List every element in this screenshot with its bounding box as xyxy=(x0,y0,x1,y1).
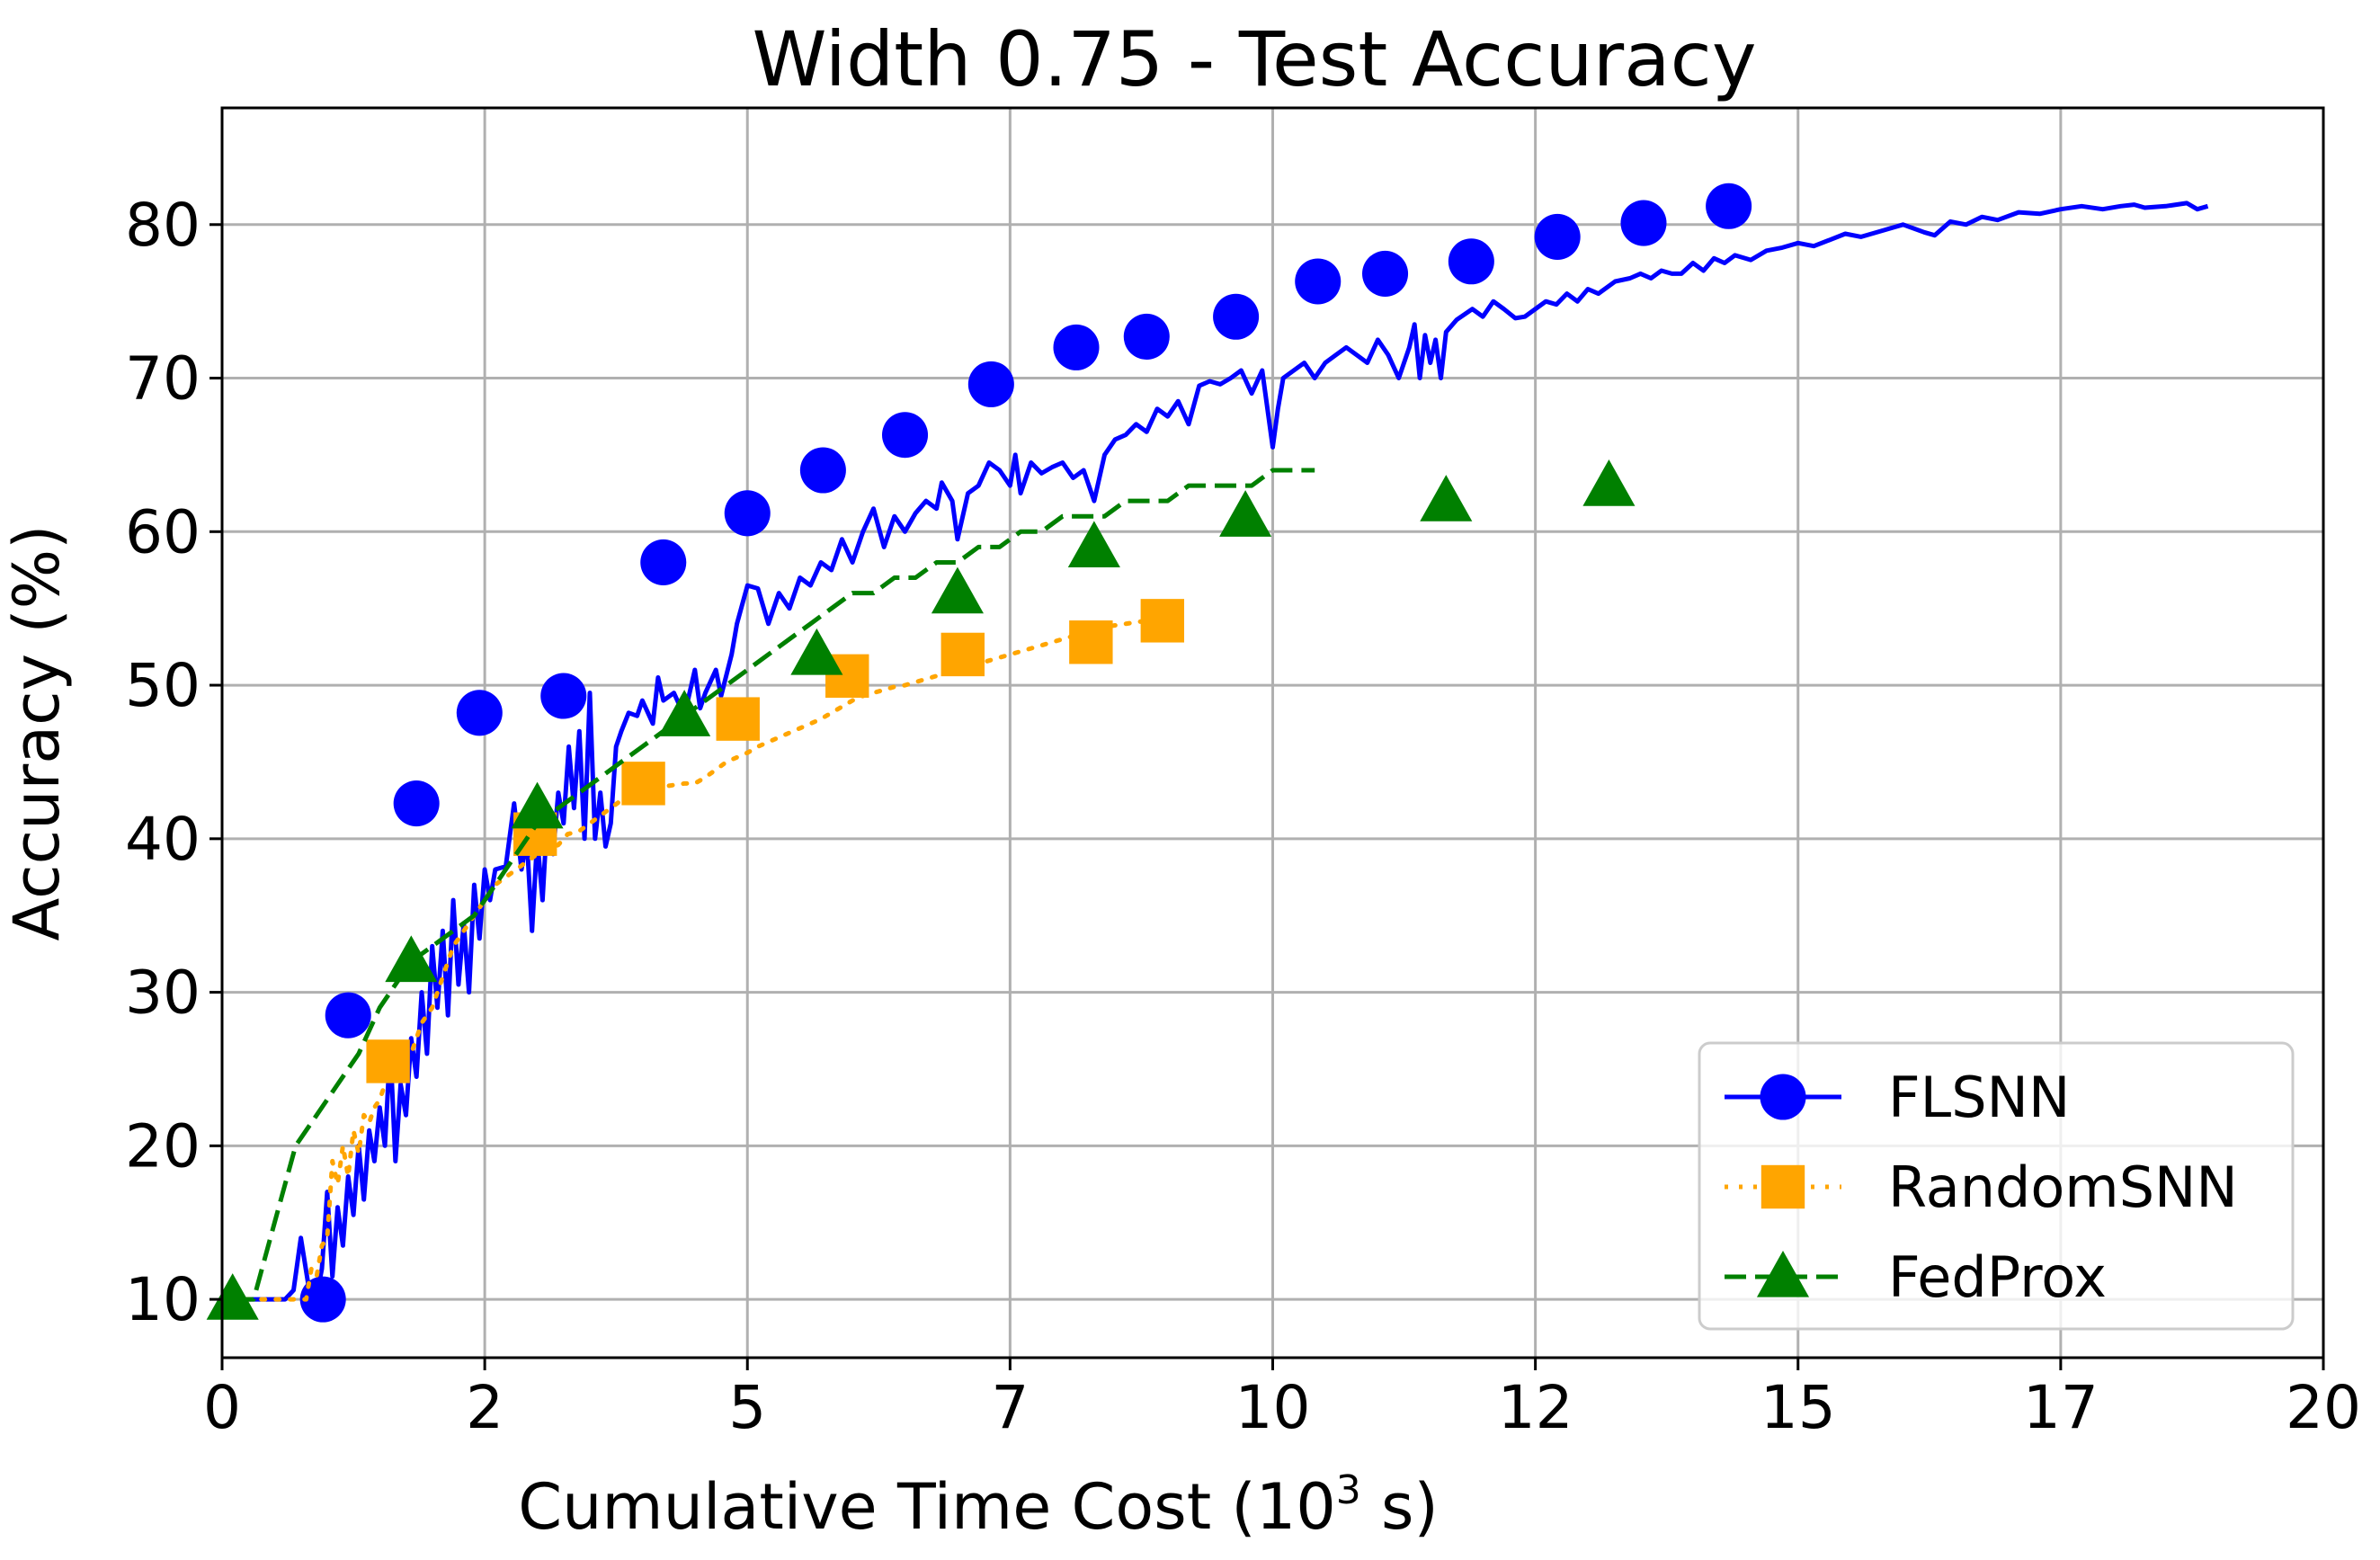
flsnn-marker xyxy=(299,1276,346,1323)
fedprox-marker xyxy=(1582,459,1636,506)
x-tick-label: 17 xyxy=(2023,1373,2099,1442)
legend-entry-fedprox: FedProx xyxy=(1725,1244,2107,1310)
flsnn-marker xyxy=(1448,238,1494,285)
fedprox-line xyxy=(232,468,1315,1302)
flsnn-marker xyxy=(1053,324,1100,370)
series-fedprox xyxy=(206,459,1636,1320)
flsnn-marker xyxy=(1362,250,1409,297)
x-axis-label-prefix: Cumulative Time Cost (10 xyxy=(518,1470,1336,1544)
x-tick-label: 2 xyxy=(466,1373,504,1442)
flsnn-marker xyxy=(799,447,846,494)
x-tick-label: 15 xyxy=(1760,1373,1836,1442)
y-axis-label: Accuracy (%) xyxy=(0,525,74,941)
flsnn-marker xyxy=(882,412,929,459)
flsnn-marker xyxy=(1123,313,1170,360)
randomsnn-line xyxy=(230,617,1160,1302)
y-tick-label: 20 xyxy=(125,1111,201,1181)
flsnn-line xyxy=(232,201,2209,1302)
fedprox-marker xyxy=(931,566,984,614)
x-axis-label-exponent: 3 xyxy=(1336,1467,1361,1513)
flsnn-marker xyxy=(456,690,503,736)
fedprox-marker xyxy=(1067,521,1120,568)
legend-label: RandomSNN xyxy=(1888,1154,2238,1220)
x-tick-label: 10 xyxy=(1235,1373,1311,1442)
randomsnn-marker xyxy=(1069,620,1113,664)
x-tick-label: 12 xyxy=(1498,1373,1573,1442)
y-tick-label: 70 xyxy=(125,344,201,414)
legend-entry-randomsnn: RandomSNN xyxy=(1725,1154,2238,1220)
legend-box xyxy=(1698,1041,2295,1331)
legend: FLSNN RandomSNN FedProx xyxy=(1698,1041,2295,1331)
flsnn-marker xyxy=(1706,183,1752,229)
flsnn-marker xyxy=(1295,258,1342,305)
fedprox-marker xyxy=(206,1273,259,1320)
flsnn-marker xyxy=(724,490,771,537)
y-tick-label: 50 xyxy=(125,651,201,720)
series-flsnn xyxy=(232,183,2209,1323)
legend-marker xyxy=(1760,1164,1805,1209)
series-randomsnn xyxy=(230,599,1185,1302)
legend-entry-flsnn: FLSNN xyxy=(1725,1065,2070,1130)
fedprox-marker xyxy=(1219,490,1272,537)
x-tick-label: 20 xyxy=(2286,1373,2361,1442)
x-tick-label: 7 xyxy=(991,1373,1029,1442)
fedprox-marker xyxy=(658,690,711,736)
legend-label: FLSNN xyxy=(1888,1065,2070,1130)
randomsnn-marker xyxy=(621,762,665,806)
y-tick-label: 40 xyxy=(125,805,201,874)
x-tick-label: 5 xyxy=(728,1373,766,1442)
x-axis-label-suffix: s) xyxy=(1361,1470,1439,1544)
fedprox-marker xyxy=(790,628,843,675)
flsnn-marker xyxy=(393,780,440,827)
y-tick-label: 80 xyxy=(125,191,201,260)
randomsnn-marker xyxy=(940,632,985,677)
y-tick-label: 30 xyxy=(125,958,201,1028)
x-axis-label: Cumulative Time Cost (103 s) xyxy=(518,1467,1439,1544)
randomsnn-marker xyxy=(1140,599,1185,643)
legend-marker xyxy=(1760,1074,1806,1120)
y-tick-label: 10 xyxy=(125,1265,201,1334)
flsnn-marker xyxy=(640,539,687,585)
chart-title: Width 0.75 - Test Accuracy xyxy=(752,15,1756,103)
flsnn-marker xyxy=(1534,213,1581,260)
flsnn-marker xyxy=(540,673,587,719)
fedprox-marker xyxy=(511,781,564,829)
y-tick-label: 60 xyxy=(125,497,201,566)
fedprox-marker xyxy=(385,935,438,983)
randomsnn-marker xyxy=(716,697,760,741)
randomsnn-marker xyxy=(366,1039,410,1083)
flsnn-marker xyxy=(967,361,1014,407)
flsnn-marker xyxy=(1213,293,1260,340)
axis-ticks: 0 2 5 7 10 12 15 17 20 10 20 30 40 50 60 70 80 xyxy=(125,191,2361,1442)
legend-label: FedProx xyxy=(1888,1244,2107,1310)
series-layer xyxy=(206,183,2209,1323)
flsnn-marker xyxy=(1620,200,1667,246)
legend-marker xyxy=(1756,1250,1810,1297)
flsnn-marker xyxy=(325,992,371,1039)
fedprox-marker xyxy=(1420,475,1473,521)
x-tick-label: 0 xyxy=(203,1373,241,1442)
